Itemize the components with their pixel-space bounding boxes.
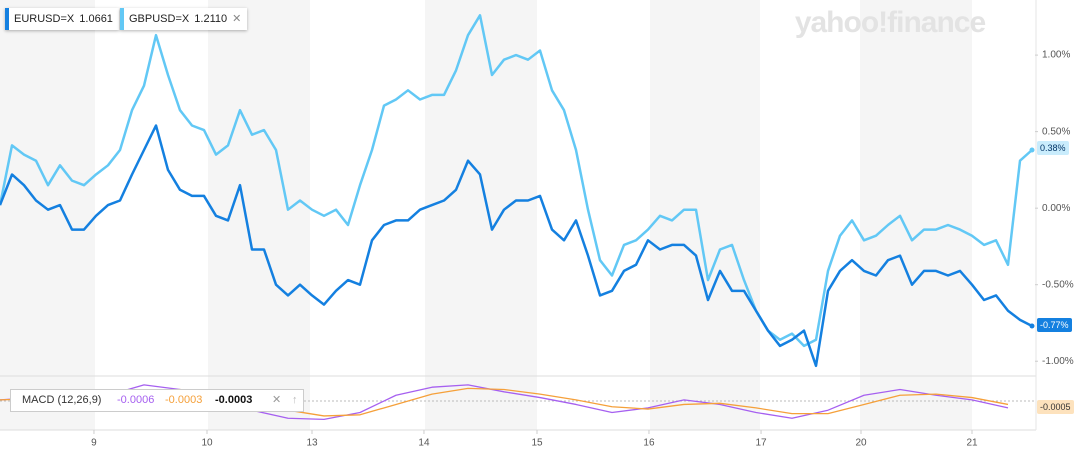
x-tick-label: 10: [201, 438, 213, 449]
last-value-label: 0.38%: [1037, 141, 1069, 155]
y-tick-label: 0.00%: [1042, 203, 1070, 214]
legend-swatch: [5, 8, 9, 30]
macd-readout: -0.0006: [117, 394, 155, 406]
last-value-label: -0.77%: [1037, 318, 1072, 332]
macd-legend: MACD (12,26,9) -0.0006 -0.0003 -0.0003 ✕…: [10, 389, 304, 412]
y-tick-label: 1.00%: [1042, 50, 1070, 61]
macd-line: [0, 384, 1009, 421]
move-indicator[interactable]: ↑: [292, 394, 298, 406]
macd-label: MACD (12,26,9): [22, 394, 102, 406]
x-tick-label: 20: [855, 438, 867, 449]
legend-swatch: [120, 8, 124, 30]
last-point: [1029, 323, 1035, 329]
x-tick-label: 16: [643, 438, 655, 449]
x-tick-label: 14: [418, 438, 430, 449]
last-point: [1029, 147, 1035, 153]
remove-button[interactable]: ✕: [232, 13, 242, 25]
series-line: [0, 124, 1033, 368]
legend-price: 1.2110: [194, 13, 228, 25]
y-tick-label: -1.00%: [1042, 356, 1074, 367]
series-line: [0, 14, 1033, 348]
legend-eurusd[interactable]: EURUSD=X 1.0661: [5, 8, 119, 30]
x-tick-label: 17: [755, 438, 767, 449]
remove-indicator[interactable]: ✕: [272, 394, 282, 406]
x-tick-label: 9: [91, 438, 97, 449]
x-tick-label: 13: [306, 438, 318, 449]
signal-readout: -0.0003: [165, 394, 203, 406]
day-stripes: [0, 0, 972, 430]
legend-name: GBPUSD=X: [129, 13, 190, 25]
macd-current-label: -0.0005: [1037, 400, 1074, 414]
legend-price: 1.0661: [79, 13, 113, 25]
x-tick-label: 21: [966, 438, 978, 449]
x-tick-label: 15: [531, 438, 543, 449]
y-tick-label: -0.50%: [1042, 279, 1074, 290]
histogram-readout: -0.0003: [215, 394, 253, 406]
watermark: yahoo!finance: [795, 6, 986, 39]
legend-gbpusd[interactable]: GBPUSD=X 1.2110 ✕: [120, 8, 248, 30]
y-tick-label: 0.50%: [1042, 126, 1070, 137]
legend-name: EURUSD=X: [14, 13, 75, 25]
